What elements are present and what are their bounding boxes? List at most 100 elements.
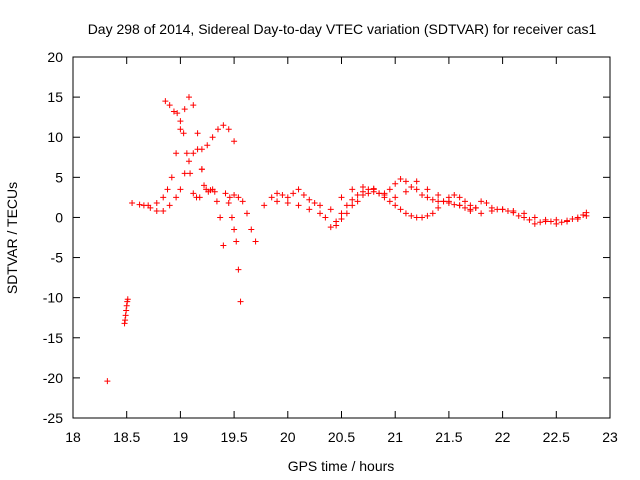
x-tick-label: 23 xyxy=(602,429,618,445)
x-tick-label: 18.5 xyxy=(113,429,140,445)
data-point xyxy=(580,212,587,219)
y-tick-label: -20 xyxy=(43,370,63,386)
data-point xyxy=(472,204,479,211)
y-tick-label: -5 xyxy=(51,250,64,266)
data-point xyxy=(190,190,197,197)
data-point xyxy=(290,190,297,197)
data-point xyxy=(435,204,442,211)
data-point xyxy=(181,170,188,177)
data-point xyxy=(392,194,399,201)
data-point xyxy=(365,186,372,193)
data-point xyxy=(204,142,211,149)
data-point xyxy=(456,194,463,201)
data-point xyxy=(185,158,192,165)
x-tick-label: 22.5 xyxy=(543,429,570,445)
data-point xyxy=(177,186,184,193)
data-point xyxy=(252,238,259,245)
data-point xyxy=(564,218,571,225)
data-point xyxy=(451,201,458,208)
data-point xyxy=(123,302,130,309)
data-point xyxy=(274,190,281,197)
plot-frame xyxy=(72,56,611,419)
data-point xyxy=(419,214,426,221)
data-point xyxy=(402,188,409,195)
data-point xyxy=(537,219,544,226)
y-axis-label: SDTVAR / TECUs xyxy=(4,182,20,294)
series-main-c xyxy=(333,185,479,225)
data-point xyxy=(231,191,238,198)
series-arc-e xyxy=(222,190,259,245)
data-point xyxy=(569,216,576,223)
data-point xyxy=(583,212,590,219)
data-point xyxy=(153,200,160,207)
data-point xyxy=(349,196,356,203)
data-point xyxy=(233,238,240,245)
series-main-a xyxy=(261,175,590,231)
data-point xyxy=(284,200,291,207)
x-tick-label: 21 xyxy=(387,429,403,445)
data-point xyxy=(408,183,415,190)
data-point xyxy=(147,204,154,211)
data-point xyxy=(222,190,229,197)
data-point xyxy=(213,198,220,205)
data-point xyxy=(162,98,169,105)
y-tick-label: -10 xyxy=(43,290,63,306)
data-point xyxy=(349,186,356,193)
y-tick-label: -15 xyxy=(43,330,63,346)
data-point xyxy=(338,210,345,217)
data-point xyxy=(194,130,201,137)
data-point xyxy=(504,208,511,215)
data-point xyxy=(122,317,129,324)
data-point xyxy=(402,210,409,217)
data-point xyxy=(220,122,227,129)
data-point xyxy=(429,196,436,203)
data-point xyxy=(248,226,255,233)
y-tick-label: 20 xyxy=(47,49,63,65)
data-point xyxy=(198,166,205,173)
data-point xyxy=(300,191,307,198)
data-point xyxy=(295,186,302,193)
data-point xyxy=(354,198,361,205)
data-point xyxy=(231,226,238,233)
data-point xyxy=(295,202,302,209)
data-point xyxy=(211,188,218,195)
data-point xyxy=(177,126,184,133)
x-tick-label: 18 xyxy=(65,429,81,445)
data-point xyxy=(467,208,474,215)
data-point xyxy=(196,194,203,201)
data-point xyxy=(123,307,130,314)
data-point xyxy=(521,210,528,217)
data-point xyxy=(284,194,291,201)
data-point xyxy=(483,200,490,207)
data-point xyxy=(397,175,404,182)
data-point xyxy=(386,186,393,193)
data-point xyxy=(478,198,485,205)
data-point xyxy=(183,150,190,157)
data-point xyxy=(168,174,175,181)
y-tick-label: -25 xyxy=(43,410,63,426)
data-point xyxy=(338,194,345,201)
data-point xyxy=(226,194,233,201)
data-point xyxy=(392,180,399,187)
data-point xyxy=(424,212,431,219)
data-point xyxy=(170,108,177,115)
data-point xyxy=(225,200,232,207)
data-point xyxy=(214,126,221,133)
axis-ticks xyxy=(72,56,611,419)
data-point xyxy=(515,212,522,219)
data-point xyxy=(553,220,560,227)
data-point xyxy=(574,216,581,223)
data-point xyxy=(311,200,318,207)
data-point xyxy=(338,216,345,223)
data-point xyxy=(445,194,452,201)
data-point xyxy=(317,202,324,209)
y-tick-label: 15 xyxy=(47,89,63,105)
data-point xyxy=(136,201,143,208)
data-point xyxy=(180,130,187,137)
data-point xyxy=(225,126,232,133)
x-tick-label: 22 xyxy=(495,429,511,445)
data-point xyxy=(478,210,485,217)
data-point xyxy=(349,202,356,209)
data-point xyxy=(268,194,275,201)
